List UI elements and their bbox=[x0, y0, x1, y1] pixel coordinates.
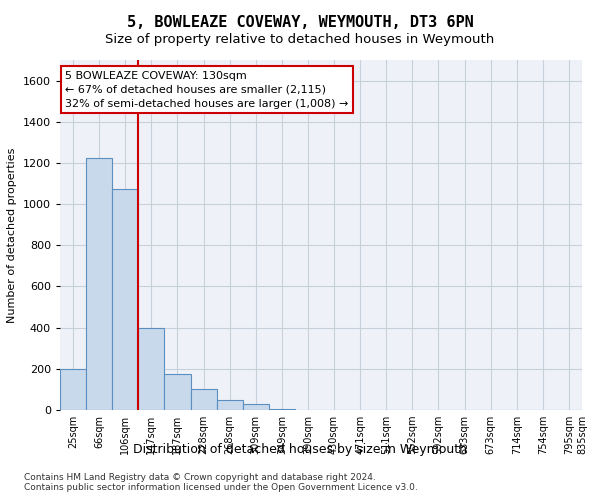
Y-axis label: Number of detached properties: Number of detached properties bbox=[7, 148, 17, 322]
Text: Contains HM Land Registry data © Crown copyright and database right 2024.: Contains HM Land Registry data © Crown c… bbox=[24, 472, 376, 482]
Text: Contains public sector information licensed under the Open Government Licence v3: Contains public sector information licen… bbox=[24, 484, 418, 492]
Bar bbox=[242, 404, 269, 410]
Text: Distribution of detached houses by size in Weymouth: Distribution of detached houses by size … bbox=[133, 442, 467, 456]
Text: Size of property relative to detached houses in Weymouth: Size of property relative to detached ho… bbox=[106, 32, 494, 46]
Bar bbox=[139, 328, 164, 410]
Bar bbox=[191, 390, 217, 410]
Bar bbox=[86, 158, 112, 410]
Bar bbox=[269, 409, 295, 410]
Bar bbox=[60, 369, 86, 410]
Bar bbox=[217, 400, 243, 410]
Bar bbox=[112, 188, 139, 410]
Text: 5 BOWLEAZE COVEWAY: 130sqm
← 67% of detached houses are smaller (2,115)
32% of s: 5 BOWLEAZE COVEWAY: 130sqm ← 67% of deta… bbox=[65, 70, 349, 108]
Text: 5, BOWLEAZE COVEWAY, WEYMOUTH, DT3 6PN: 5, BOWLEAZE COVEWAY, WEYMOUTH, DT3 6PN bbox=[127, 15, 473, 30]
Bar bbox=[164, 374, 191, 410]
